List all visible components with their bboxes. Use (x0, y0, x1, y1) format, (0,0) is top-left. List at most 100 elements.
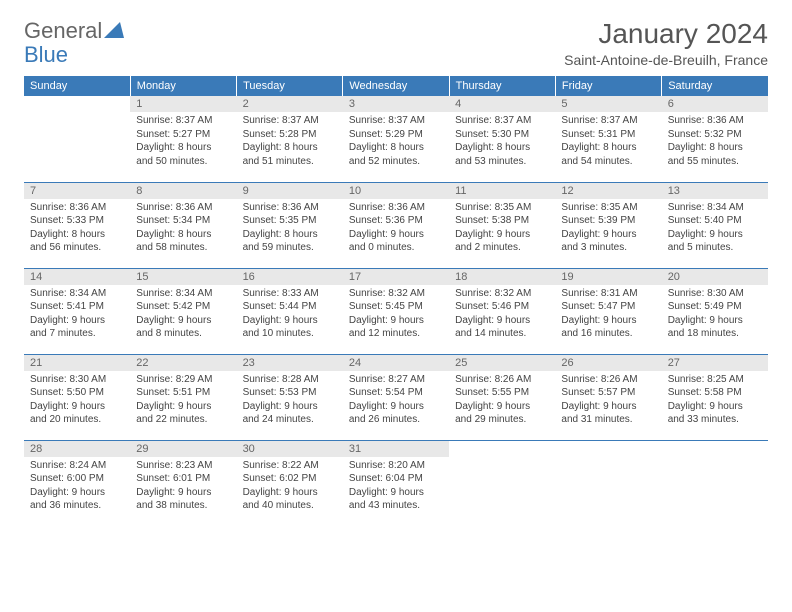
sunset-text: Sunset: 5:50 PM (30, 386, 124, 400)
daylight-text: Daylight: 9 hours and 3 minutes. (561, 228, 655, 255)
sunset-text: Sunset: 5:29 PM (349, 128, 443, 142)
sunrise-text: Sunrise: 8:25 AM (668, 373, 762, 387)
day-number: 1 (130, 96, 236, 112)
day-number: 18 (449, 269, 555, 285)
day-content: Sunrise: 8:31 AMSunset: 5:47 PMDaylight:… (555, 285, 661, 345)
day-content: Sunrise: 8:32 AMSunset: 5:46 PMDaylight:… (449, 285, 555, 345)
sunset-text: Sunset: 5:53 PM (243, 386, 337, 400)
day-content: Sunrise: 8:33 AMSunset: 5:44 PMDaylight:… (237, 285, 343, 345)
daylight-text: Daylight: 9 hours and 18 minutes. (668, 314, 762, 341)
calendar-cell: 28Sunrise: 8:24 AMSunset: 6:00 PMDayligh… (24, 440, 130, 526)
day-number: 27 (662, 355, 768, 371)
dayheader-tue: Tuesday (237, 76, 343, 96)
day-number: 7 (24, 183, 130, 199)
daylight-text: Daylight: 9 hours and 16 minutes. (561, 314, 655, 341)
calendar-row: 21Sunrise: 8:30 AMSunset: 5:50 PMDayligh… (24, 354, 768, 440)
calendar-cell: 14Sunrise: 8:34 AMSunset: 5:41 PMDayligh… (24, 268, 130, 354)
day-number: 13 (662, 183, 768, 199)
daylight-text: Daylight: 8 hours and 59 minutes. (243, 228, 337, 255)
daylight-text: Daylight: 9 hours and 31 minutes. (561, 400, 655, 427)
day-number: 8 (130, 183, 236, 199)
daylight-text: Daylight: 9 hours and 14 minutes. (455, 314, 549, 341)
sunrise-text: Sunrise: 8:34 AM (136, 287, 230, 301)
daylight-text: Daylight: 9 hours and 38 minutes. (136, 486, 230, 513)
sunset-text: Sunset: 5:34 PM (136, 214, 230, 228)
calendar-cell: 23Sunrise: 8:28 AMSunset: 5:53 PMDayligh… (237, 354, 343, 440)
day-number: 31 (343, 441, 449, 457)
day-number: 25 (449, 355, 555, 371)
sunset-text: Sunset: 5:55 PM (455, 386, 549, 400)
day-content: Sunrise: 8:36 AMSunset: 5:34 PMDaylight:… (130, 199, 236, 259)
day-number (662, 441, 768, 445)
day-content: Sunrise: 8:20 AMSunset: 6:04 PMDaylight:… (343, 457, 449, 517)
day-content: Sunrise: 8:36 AMSunset: 5:35 PMDaylight:… (237, 199, 343, 259)
daylight-text: Daylight: 9 hours and 0 minutes. (349, 228, 443, 255)
day-content: Sunrise: 8:26 AMSunset: 5:55 PMDaylight:… (449, 371, 555, 431)
title-block: January 2024 Saint-Antoine-de-Breuilh, F… (564, 18, 768, 68)
day-content: Sunrise: 8:34 AMSunset: 5:40 PMDaylight:… (662, 199, 768, 259)
day-content: Sunrise: 8:37 AMSunset: 5:30 PMDaylight:… (449, 112, 555, 172)
sunset-text: Sunset: 5:44 PM (243, 300, 337, 314)
sunset-text: Sunset: 5:51 PM (136, 386, 230, 400)
calendar-cell: 29Sunrise: 8:23 AMSunset: 6:01 PMDayligh… (130, 440, 236, 526)
daylight-text: Daylight: 9 hours and 29 minutes. (455, 400, 549, 427)
calendar-table: Sunday Monday Tuesday Wednesday Thursday… (24, 76, 768, 526)
day-number: 11 (449, 183, 555, 199)
sunrise-text: Sunrise: 8:30 AM (30, 373, 124, 387)
daylight-text: Daylight: 8 hours and 51 minutes. (243, 141, 337, 168)
calendar-cell: 3Sunrise: 8:37 AMSunset: 5:29 PMDaylight… (343, 96, 449, 182)
sunrise-text: Sunrise: 8:29 AM (136, 373, 230, 387)
sunset-text: Sunset: 6:01 PM (136, 472, 230, 486)
sunset-text: Sunset: 5:58 PM (668, 386, 762, 400)
daylight-text: Daylight: 9 hours and 22 minutes. (136, 400, 230, 427)
calendar-cell (662, 440, 768, 526)
calendar-head: Sunday Monday Tuesday Wednesday Thursday… (24, 76, 768, 96)
sunset-text: Sunset: 5:57 PM (561, 386, 655, 400)
sunset-text: Sunset: 5:38 PM (455, 214, 549, 228)
day-number: 9 (237, 183, 343, 199)
day-content: Sunrise: 8:37 AMSunset: 5:27 PMDaylight:… (130, 112, 236, 172)
calendar-cell: 5Sunrise: 8:37 AMSunset: 5:31 PMDaylight… (555, 96, 661, 182)
sunrise-text: Sunrise: 8:23 AM (136, 459, 230, 473)
title-location: Saint-Antoine-de-Breuilh, France (564, 52, 768, 68)
day-content: Sunrise: 8:27 AMSunset: 5:54 PMDaylight:… (343, 371, 449, 431)
sunrise-text: Sunrise: 8:37 AM (561, 114, 655, 128)
dayheader-fri: Friday (555, 76, 661, 96)
sunset-text: Sunset: 6:04 PM (349, 472, 443, 486)
calendar-row: 14Sunrise: 8:34 AMSunset: 5:41 PMDayligh… (24, 268, 768, 354)
sunset-text: Sunset: 5:45 PM (349, 300, 443, 314)
sunset-text: Sunset: 5:27 PM (136, 128, 230, 142)
day-number: 26 (555, 355, 661, 371)
day-number: 16 (237, 269, 343, 285)
day-content: Sunrise: 8:35 AMSunset: 5:39 PMDaylight:… (555, 199, 661, 259)
day-content: Sunrise: 8:34 AMSunset: 5:42 PMDaylight:… (130, 285, 236, 345)
sunrise-text: Sunrise: 8:26 AM (455, 373, 549, 387)
daylight-text: Daylight: 8 hours and 56 minutes. (30, 228, 124, 255)
sunset-text: Sunset: 6:00 PM (30, 472, 124, 486)
sunrise-text: Sunrise: 8:34 AM (30, 287, 124, 301)
calendar-cell: 2Sunrise: 8:37 AMSunset: 5:28 PMDaylight… (237, 96, 343, 182)
daylight-text: Daylight: 9 hours and 5 minutes. (668, 228, 762, 255)
daylight-text: Daylight: 9 hours and 7 minutes. (30, 314, 124, 341)
day-number: 15 (130, 269, 236, 285)
calendar-row: 28Sunrise: 8:24 AMSunset: 6:00 PMDayligh… (24, 440, 768, 526)
day-content: Sunrise: 8:32 AMSunset: 5:45 PMDaylight:… (343, 285, 449, 345)
sunrise-text: Sunrise: 8:28 AM (243, 373, 337, 387)
sunrise-text: Sunrise: 8:36 AM (30, 201, 124, 215)
day-number: 12 (555, 183, 661, 199)
calendar-cell: 11Sunrise: 8:35 AMSunset: 5:38 PMDayligh… (449, 182, 555, 268)
sunrise-text: Sunrise: 8:36 AM (668, 114, 762, 128)
calendar-cell: 9Sunrise: 8:36 AMSunset: 5:35 PMDaylight… (237, 182, 343, 268)
sunset-text: Sunset: 5:31 PM (561, 128, 655, 142)
day-number: 30 (237, 441, 343, 457)
dayheader-sat: Saturday (662, 76, 768, 96)
day-number: 19 (555, 269, 661, 285)
day-content: Sunrise: 8:35 AMSunset: 5:38 PMDaylight:… (449, 199, 555, 259)
title-month: January 2024 (564, 18, 768, 50)
calendar-cell: 12Sunrise: 8:35 AMSunset: 5:39 PMDayligh… (555, 182, 661, 268)
calendar-row: 1Sunrise: 8:37 AMSunset: 5:27 PMDaylight… (24, 96, 768, 182)
calendar-cell: 31Sunrise: 8:20 AMSunset: 6:04 PMDayligh… (343, 440, 449, 526)
day-number (24, 96, 130, 100)
calendar-body: 1Sunrise: 8:37 AMSunset: 5:27 PMDaylight… (24, 96, 768, 526)
daylight-text: Daylight: 9 hours and 36 minutes. (30, 486, 124, 513)
